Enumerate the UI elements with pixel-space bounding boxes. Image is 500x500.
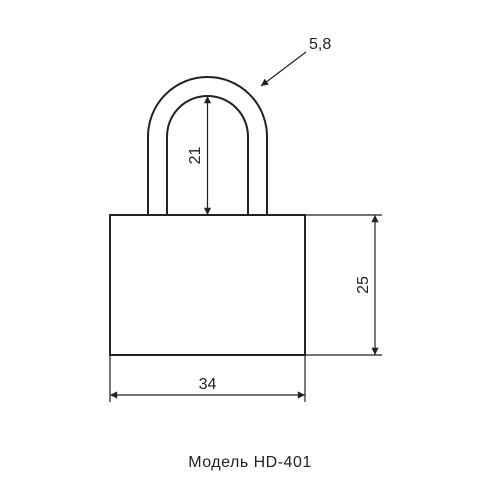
height-dimension: 25	[305, 215, 382, 355]
diagram-container: 34 25 21 5,8 Модель HD-401	[0, 0, 500, 500]
height-value: 25	[355, 276, 372, 294]
width-value: 34	[199, 376, 217, 393]
model-caption: Модель HD-401	[0, 454, 500, 472]
thickness-value: 5,8	[309, 36, 331, 53]
padlock-diagram: 34 25 21 5,8	[0, 0, 500, 500]
width-dimension: 34	[110, 355, 305, 402]
inner-height-value: 21	[187, 147, 204, 165]
thickness-leader: 5,8	[261, 36, 331, 86]
inner-height-dimension: 21	[187, 96, 208, 215]
lock-body	[110, 215, 305, 355]
